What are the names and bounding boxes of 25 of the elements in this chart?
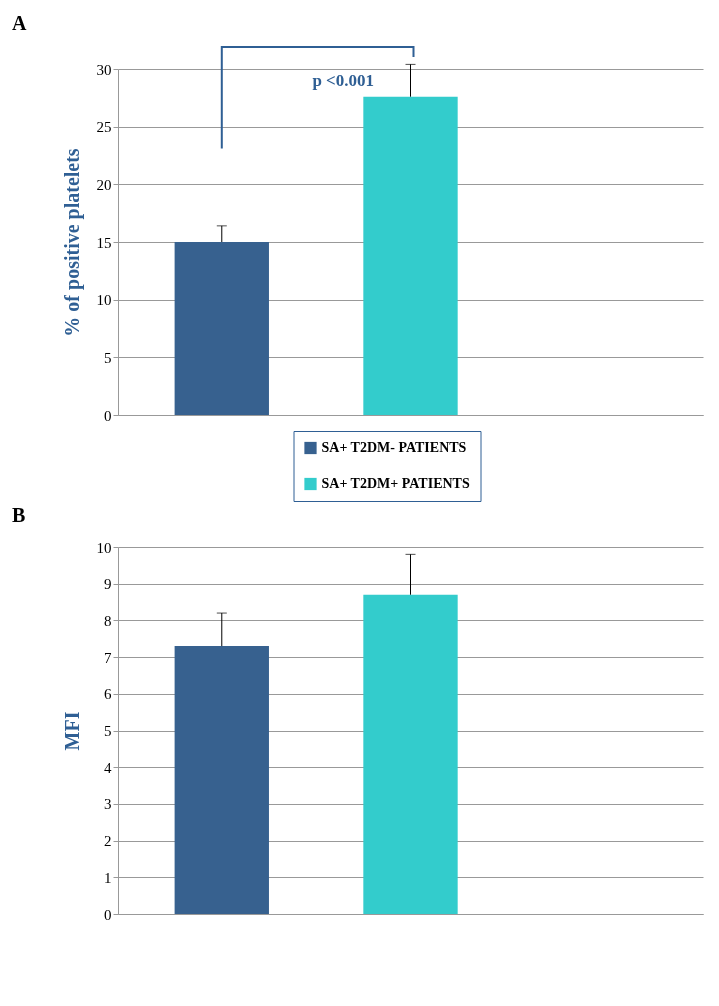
y-tick-label: 15 [96, 234, 112, 251]
y-tick-label: 25 [96, 119, 112, 136]
y-tick-label: 4 [104, 759, 112, 776]
y-tick-label: 0 [104, 906, 112, 923]
y-tick-label: 7 [104, 649, 112, 666]
chart-title: A [12, 12, 27, 34]
y-tick-label: 2 [104, 833, 112, 850]
y-tick-label: 1 [104, 869, 112, 886]
y-tick-label: 0 [104, 407, 112, 424]
y-tick-label: 6 [104, 686, 112, 703]
y-tick-label: 5 [104, 349, 112, 366]
legend-label: SA+ T2DM- PATIENTS [321, 440, 467, 455]
legend-label: SA+ T2DM+ PATIENTS [321, 476, 470, 491]
y-axis-title: % of positive platelets [60, 148, 84, 337]
y-tick-label: 8 [104, 612, 112, 629]
y-tick-label: 10 [96, 292, 112, 309]
y-tick-label: 10 [96, 539, 112, 556]
y-tick-label: 20 [96, 176, 112, 193]
annotation: p <0.001 [312, 71, 375, 90]
chart-title: B [12, 504, 26, 526]
y-tick-label: 3 [104, 796, 112, 813]
y-tick-label: 5 [104, 723, 112, 739]
y-axis-title: MFI [60, 711, 83, 751]
y-tick-label: 9 [104, 576, 112, 593]
y-tick-label: 30 [96, 61, 112, 78]
